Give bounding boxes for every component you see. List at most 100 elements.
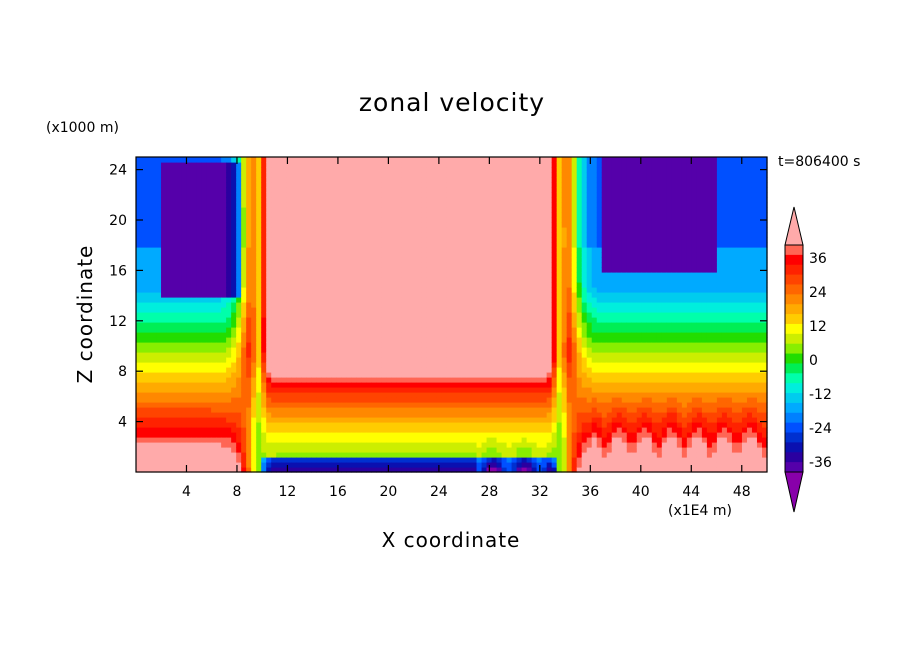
field-cell bbox=[171, 437, 177, 443]
field-cell bbox=[426, 197, 433, 203]
field-cell bbox=[476, 222, 483, 228]
field-cell bbox=[141, 222, 147, 228]
field-cell bbox=[326, 287, 332, 293]
field-cell bbox=[411, 252, 418, 258]
field-cell bbox=[366, 332, 372, 338]
field-cell bbox=[396, 387, 403, 393]
field-cell bbox=[486, 452, 493, 458]
field-cell bbox=[221, 187, 227, 193]
field-cell bbox=[321, 372, 327, 378]
field-cell bbox=[281, 347, 287, 353]
field-cell bbox=[316, 412, 322, 418]
field-cell bbox=[171, 347, 177, 353]
field-cell bbox=[436, 442, 443, 448]
field-cell bbox=[431, 282, 438, 288]
field-cell bbox=[391, 467, 398, 473]
field-cell bbox=[441, 427, 448, 433]
field-cell bbox=[321, 377, 327, 383]
field-cell bbox=[446, 197, 453, 203]
field-cell bbox=[146, 322, 152, 328]
field-cell bbox=[351, 332, 357, 338]
field-cell bbox=[301, 442, 307, 448]
field-cell bbox=[366, 302, 372, 308]
field-cell bbox=[476, 287, 483, 293]
field-cell bbox=[161, 187, 167, 193]
field-cell bbox=[281, 437, 287, 443]
field-cell bbox=[391, 297, 398, 303]
field-cell bbox=[181, 302, 187, 308]
field-cell bbox=[266, 207, 272, 213]
field-cell bbox=[351, 437, 357, 443]
field-cell bbox=[396, 237, 403, 243]
field-cell bbox=[256, 317, 262, 323]
field-cell bbox=[276, 272, 282, 278]
field-cell bbox=[376, 272, 382, 278]
field-cell bbox=[286, 457, 292, 463]
field-cell bbox=[281, 207, 287, 213]
field-cell bbox=[286, 172, 292, 178]
field-cell bbox=[146, 192, 152, 198]
field-cell bbox=[236, 462, 242, 468]
field-cell bbox=[386, 382, 393, 388]
field-cell bbox=[486, 277, 493, 283]
field-cell bbox=[241, 312, 247, 318]
field-cell bbox=[521, 357, 528, 363]
field-cell bbox=[431, 247, 438, 253]
field-cell bbox=[361, 452, 367, 458]
field-cell bbox=[431, 192, 438, 198]
field-cell bbox=[511, 362, 518, 368]
field-cell bbox=[221, 202, 227, 208]
field-cell bbox=[426, 392, 433, 398]
field-cell bbox=[286, 217, 292, 223]
field-cell bbox=[281, 407, 287, 413]
field-cell bbox=[301, 327, 307, 333]
field-cell bbox=[191, 447, 197, 453]
field-cell bbox=[266, 337, 272, 343]
field-cell bbox=[141, 432, 147, 438]
field-cell bbox=[201, 162, 207, 168]
field-cell bbox=[461, 297, 468, 303]
field-cell bbox=[501, 357, 508, 363]
field-cell bbox=[236, 312, 242, 318]
field-cell bbox=[146, 187, 152, 193]
field-cell bbox=[156, 347, 162, 353]
field-cell bbox=[436, 212, 443, 218]
field-cell bbox=[396, 342, 403, 348]
field-cell bbox=[376, 187, 382, 193]
field-cell bbox=[341, 402, 347, 408]
field-cell bbox=[281, 262, 287, 268]
field-cell bbox=[221, 162, 227, 168]
field-cell bbox=[476, 332, 483, 338]
field-cell bbox=[421, 452, 428, 458]
field-cell bbox=[301, 177, 307, 183]
field-cell bbox=[226, 232, 232, 238]
field-cell bbox=[211, 397, 217, 403]
field-cell bbox=[406, 412, 413, 418]
field-cell bbox=[281, 177, 287, 183]
field-cell bbox=[481, 272, 488, 278]
field-cell bbox=[426, 442, 433, 448]
field-cell bbox=[436, 162, 443, 168]
field-cell bbox=[296, 197, 302, 203]
field-cell bbox=[166, 222, 172, 228]
field-cell bbox=[306, 397, 312, 403]
field-cell bbox=[276, 452, 282, 458]
field-cell bbox=[381, 217, 387, 223]
field-cell bbox=[486, 217, 493, 223]
field-cell bbox=[251, 287, 257, 293]
field-cell bbox=[446, 287, 453, 293]
field-cell bbox=[281, 172, 287, 178]
field-cell bbox=[391, 362, 398, 368]
field-cell bbox=[156, 197, 162, 203]
field-cell bbox=[386, 192, 393, 198]
field-cell bbox=[296, 467, 302, 473]
field-cell bbox=[511, 452, 518, 458]
field-cell bbox=[201, 227, 207, 233]
field-cell bbox=[526, 262, 533, 268]
field-cell bbox=[281, 377, 287, 383]
field-cell bbox=[281, 257, 287, 263]
field-cell bbox=[331, 217, 337, 223]
field-cell bbox=[396, 207, 403, 213]
field-cell bbox=[391, 262, 398, 268]
field-cell bbox=[226, 377, 232, 383]
